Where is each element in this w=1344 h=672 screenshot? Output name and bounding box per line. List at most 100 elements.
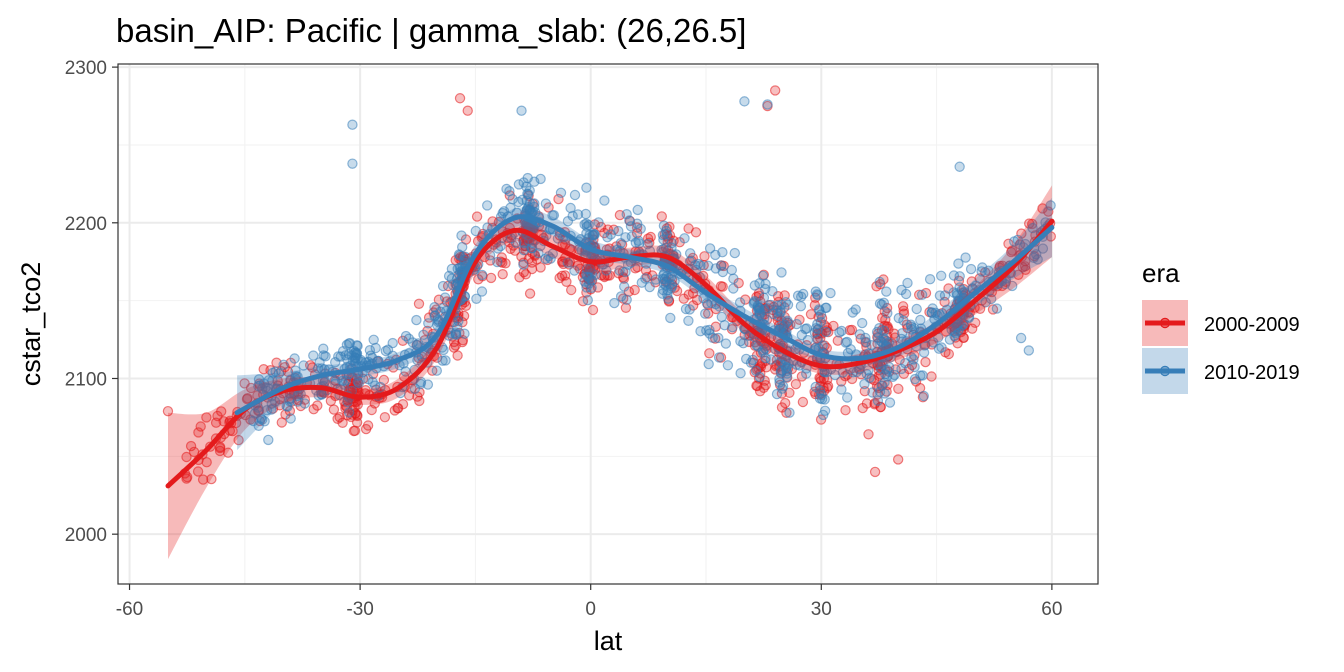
grid-minor <box>118 64 1098 584</box>
y-tick-label: 2300 <box>65 58 107 79</box>
data-point <box>716 311 728 323</box>
data-point <box>980 297 991 308</box>
data-point <box>369 380 381 391</box>
data-point <box>683 315 694 326</box>
data-point <box>666 237 677 249</box>
data-point <box>452 321 463 332</box>
data-point <box>809 327 821 338</box>
data-point <box>347 119 358 130</box>
smooth-line <box>165 218 1055 489</box>
data-point <box>222 447 234 458</box>
data-point <box>679 233 690 244</box>
legend-label: 2010-2019 <box>1204 362 1300 384</box>
data-point <box>454 93 466 104</box>
data-point <box>841 336 853 348</box>
data-point <box>632 204 643 216</box>
data-point <box>713 352 725 363</box>
data-point <box>292 396 303 407</box>
data-point <box>569 189 581 201</box>
data-point <box>629 284 640 296</box>
data-point <box>700 308 711 319</box>
data-point <box>918 347 930 358</box>
data-point <box>983 265 994 276</box>
data-point <box>722 360 734 371</box>
data-point <box>349 425 361 436</box>
data-point <box>313 390 324 401</box>
data-point <box>524 288 536 299</box>
data-point <box>863 429 874 440</box>
data-point <box>185 440 197 452</box>
data-point <box>513 196 524 208</box>
data-point <box>459 328 470 339</box>
data-point <box>665 312 676 324</box>
data-point <box>181 471 193 483</box>
data-point <box>242 393 253 404</box>
data-point <box>543 251 554 262</box>
data-point <box>818 409 829 421</box>
data-point <box>412 355 423 366</box>
data-point <box>946 324 957 335</box>
data-point <box>816 389 828 401</box>
smooth-lines <box>165 214 1055 489</box>
data-point <box>233 434 244 446</box>
data-point <box>485 272 497 284</box>
data-point <box>555 187 567 198</box>
data-point <box>717 246 728 258</box>
data-point <box>347 158 358 169</box>
data-point <box>162 405 174 417</box>
data-point <box>857 402 868 414</box>
data-point <box>934 290 946 301</box>
data-point <box>908 354 919 365</box>
data-point <box>308 404 319 415</box>
data-point <box>212 410 223 422</box>
data-point <box>429 310 440 322</box>
data-point <box>784 407 795 418</box>
data-point <box>952 290 963 301</box>
data-point <box>926 371 937 382</box>
data-point <box>609 297 620 309</box>
data-point <box>915 314 926 326</box>
data-point <box>278 359 289 370</box>
data-point <box>713 332 724 344</box>
data-point <box>318 343 329 354</box>
data-point <box>412 391 423 402</box>
data-point <box>380 345 391 357</box>
data-point <box>726 264 738 276</box>
data-point <box>892 454 904 465</box>
data-point <box>422 379 434 390</box>
data-point <box>495 240 506 252</box>
x-tick-label: 30 <box>811 599 832 620</box>
data-point <box>289 353 300 364</box>
data-point <box>954 161 965 172</box>
data-point <box>1045 200 1056 211</box>
x-axis: -60 -30 0 30 60 <box>116 584 1062 620</box>
data-point <box>859 378 870 390</box>
legend-key-point <box>1159 365 1171 377</box>
data-point <box>524 185 535 196</box>
data-point <box>561 276 572 287</box>
data-point <box>562 257 573 268</box>
data-point <box>625 221 637 232</box>
data-point <box>869 466 881 478</box>
data-point <box>579 276 590 287</box>
data-point <box>986 293 997 305</box>
data-point <box>526 257 538 268</box>
data-point <box>896 363 907 375</box>
data-point <box>909 361 920 373</box>
data-point <box>192 466 204 477</box>
data-point <box>337 375 348 387</box>
data-point <box>437 280 449 292</box>
data-point <box>954 271 965 282</box>
data-point <box>565 202 576 214</box>
data-point <box>582 294 594 306</box>
data-point <box>750 365 762 376</box>
data-point <box>800 323 811 335</box>
data-point <box>953 258 964 269</box>
data-point <box>662 293 674 304</box>
data-point <box>896 284 907 296</box>
data-point <box>527 237 538 249</box>
data-point <box>944 334 956 345</box>
data-point <box>580 208 592 220</box>
data-point <box>239 378 250 389</box>
